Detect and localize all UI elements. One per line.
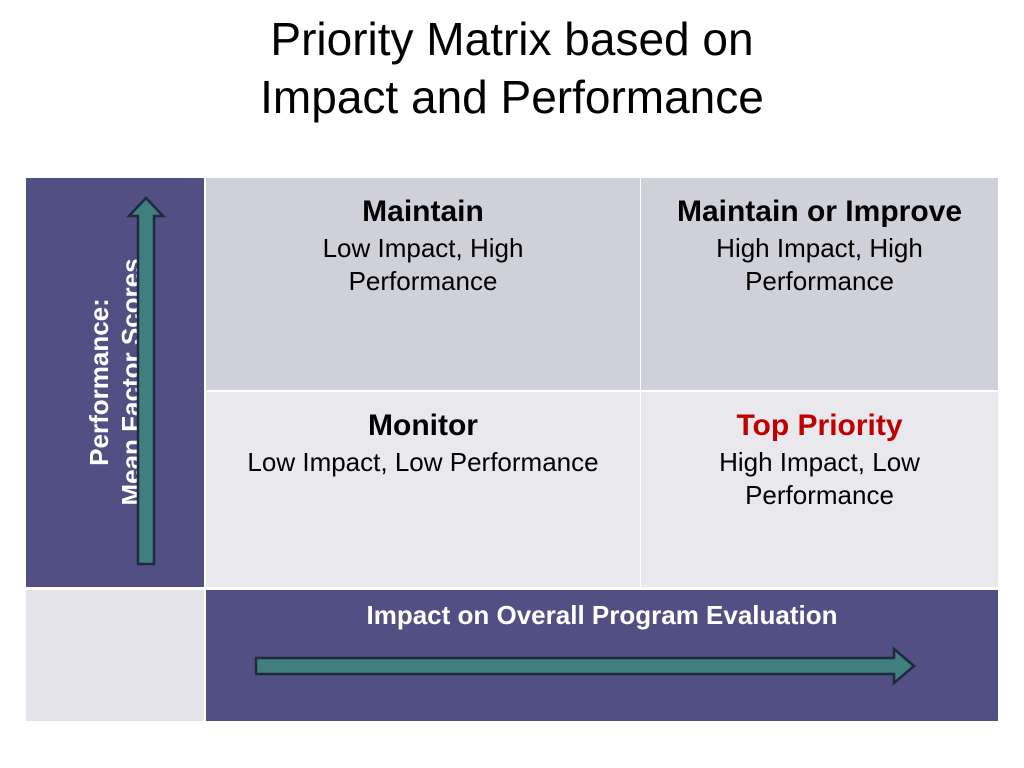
quadrant-description: High Impact, High Performance xyxy=(716,233,923,296)
quadrant-heading: Maintain or Improve xyxy=(676,195,963,228)
quadrant-top-priority: Top Priority High Impact, Low Performanc… xyxy=(641,392,998,587)
up-arrow-icon xyxy=(126,196,166,566)
page-title: Priority Matrix based on Impact and Perf… xyxy=(0,10,1024,126)
quadrant-description: High Impact, Low Performance xyxy=(719,447,920,510)
y-axis-label-line-1: Performance: xyxy=(84,298,114,466)
quadrant-monitor: Monitor Low Impact, Low Performance xyxy=(206,392,640,587)
quadrant-maintain-or-improve: Maintain or Improve High Impact, High Pe… xyxy=(641,178,998,390)
quadrant-maintain: Maintain Low Impact, High Performance xyxy=(206,178,640,390)
quadrant-heading: Maintain xyxy=(362,195,484,228)
priority-matrix: Performance: Mean Factor Scores Maintain… xyxy=(26,178,998,721)
quadrant-heading: Top Priority xyxy=(736,409,903,442)
corner-cell xyxy=(26,590,204,721)
quadrant-heading: Monitor xyxy=(368,409,478,442)
x-axis-panel: Impact on Overall Program Evaluation xyxy=(206,590,998,721)
x-axis-label: Impact on Overall Program Evaluation xyxy=(366,600,838,630)
quadrant-description: Low Impact, High Performance xyxy=(322,233,524,296)
title-line-2: Impact and Performance xyxy=(260,71,764,123)
y-axis-panel: Performance: Mean Factor Scores xyxy=(26,178,204,587)
right-arrow-icon xyxy=(254,646,916,686)
title-line-1: Priority Matrix based on xyxy=(270,13,754,65)
quadrant-description: Low Impact, Low Performance xyxy=(247,447,599,477)
